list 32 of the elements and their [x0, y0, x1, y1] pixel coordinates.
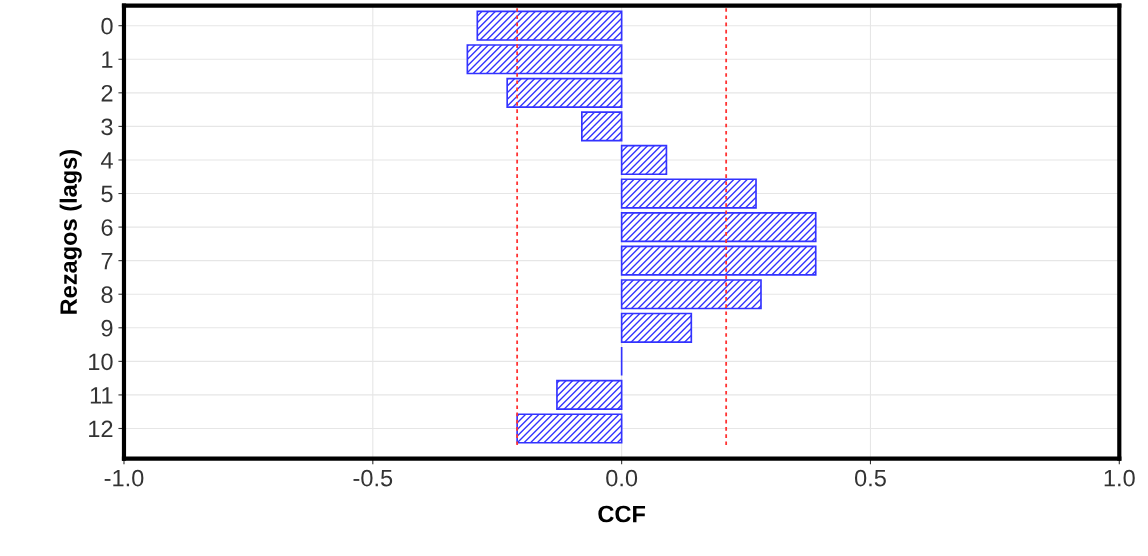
- bar: [620, 279, 762, 310]
- x-tick-label: 1.0: [1104, 469, 1135, 487]
- bar: [516, 413, 623, 444]
- bar: [466, 44, 623, 75]
- y-tick-label: 11: [90, 387, 113, 404]
- y-tick-label: 5: [101, 185, 113, 203]
- bar: [620, 144, 668, 176]
- y-tick-label: 4: [100, 152, 113, 169]
- x-axis-title: CCF: [598, 505, 646, 523]
- y-tick-label: 7: [101, 252, 113, 270]
- y-tick-label: 9: [101, 319, 113, 337]
- x-tick-label: 0.0: [606, 469, 638, 487]
- bar: [620, 245, 817, 276]
- bar: [620, 312, 693, 343]
- y-tick-label: 8: [101, 286, 113, 304]
- bar: [580, 111, 623, 142]
- y-tick-label: 0: [101, 17, 113, 35]
- x-tick-label: -1.0: [104, 469, 144, 487]
- bar: [476, 10, 623, 41]
- y-tick-label: 3: [101, 118, 113, 136]
- y-tick-label: 10: [89, 353, 113, 371]
- x-tick-label: 0.5: [854, 469, 886, 487]
- y-tick-label: 2: [101, 84, 113, 102]
- bar: [506, 77, 623, 108]
- y-axis-title: Rezagos (lags): [59, 149, 82, 314]
- bar: [556, 379, 623, 411]
- x-tick-label: -0.5: [353, 469, 393, 487]
- y-tick-label: 6: [101, 219, 113, 236]
- y-tick-label: 1: [102, 51, 113, 68]
- y-tick-label: 12: [89, 420, 113, 438]
- bar: [620, 178, 757, 209]
- bar: [620, 211, 817, 243]
